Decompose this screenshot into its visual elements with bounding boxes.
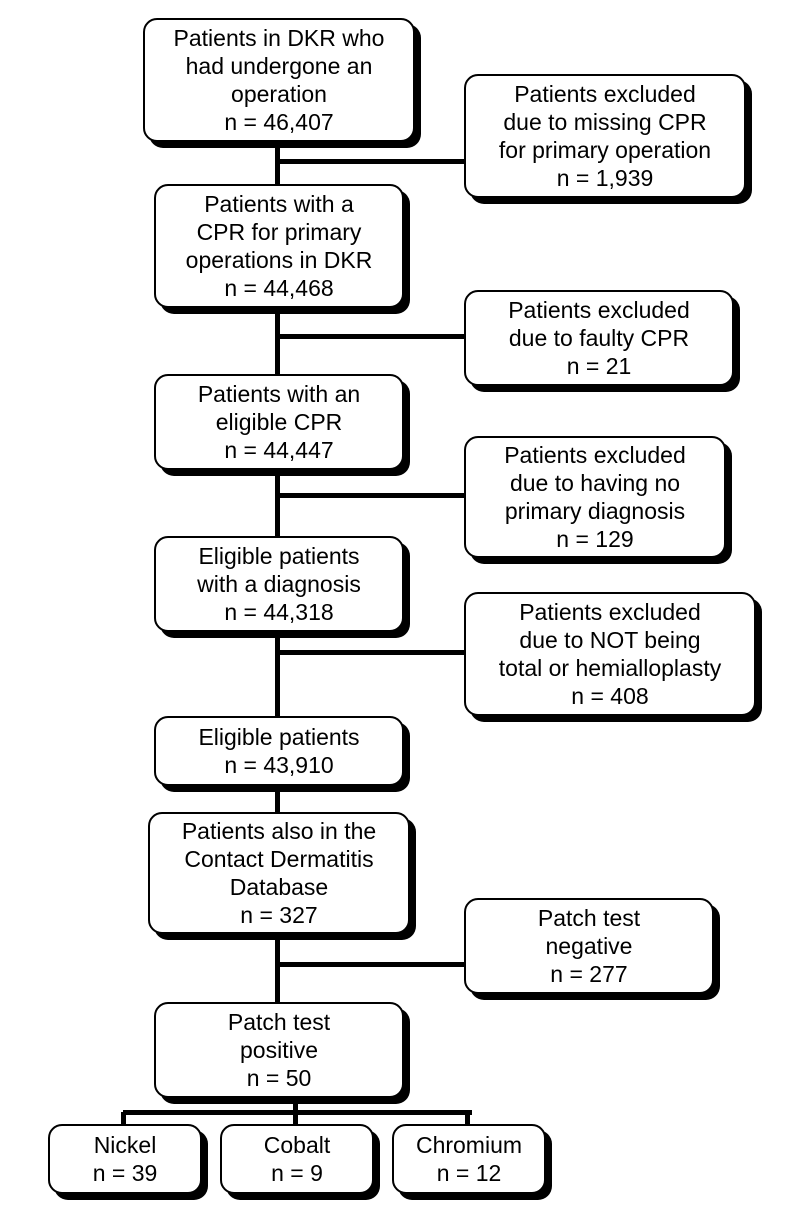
box-text-line: Patients in DKR who: [174, 24, 385, 52]
box-text-line: primary diagnosis: [505, 497, 685, 525]
connector-horizontal: [277, 650, 464, 655]
box-text-line: Eligible patients: [198, 542, 359, 570]
side-s3: Patients excludeddue to having noprimary…: [464, 436, 726, 558]
box-text-line: Eligible patients: [198, 723, 359, 751]
main-n3: Patients with aneligible CPRn = 44,447: [154, 374, 404, 470]
box-text-line: n = 50: [247, 1064, 312, 1092]
box-text-line: n = 44,447: [224, 436, 333, 464]
main-n5: Eligible patientsn = 43,910: [154, 716, 404, 786]
box-text-line: n = 44,468: [224, 274, 333, 302]
bottom-b1: Nickeln = 39: [48, 1124, 202, 1194]
side-s5: Patch testnegativen = 277: [464, 898, 714, 994]
main-n6: Patients also in theContact DermatitisDa…: [148, 812, 410, 934]
connector-horizontal: [277, 159, 464, 164]
box-text-line: Patients with a: [204, 190, 354, 218]
box-text-line: n = 44,318: [224, 598, 333, 626]
box-text-line: Chromium: [416, 1131, 522, 1159]
box-text-line: with a diagnosis: [197, 570, 361, 598]
connector-horizontal: [277, 962, 464, 967]
box-text-line: operations in DKR: [186, 246, 373, 274]
box-text-line: n = 408: [571, 682, 648, 710]
box-text-line: Cobalt: [264, 1131, 330, 1159]
side-s4: Patients excludeddue to NOT beingtotal o…: [464, 592, 756, 716]
main-n2: Patients with aCPR for primaryoperations…: [154, 184, 404, 308]
box-text-line: had undergone an: [186, 52, 373, 80]
box-text-line: Patch test: [228, 1008, 330, 1036]
box-text-line: total or hemialloplasty: [499, 654, 721, 682]
box-text-line: operation: [231, 80, 327, 108]
side-s1: Patients excludeddue to missing CPRfor p…: [464, 74, 746, 198]
box-text-line: n = 46,407: [224, 108, 333, 136]
box-text-line: due to faulty CPR: [509, 324, 689, 352]
box-text-line: Patients excluded: [514, 80, 696, 108]
side-s2: Patients excludeddue to faulty CPRn = 21: [464, 290, 734, 386]
box-text-line: Patients excluded: [508, 296, 690, 324]
box-text-line: n = 12: [437, 1159, 502, 1187]
main-n7: Patch testpositiven = 50: [154, 1002, 404, 1098]
box-text-line: Nickel: [94, 1131, 157, 1159]
box-text-line: due to missing CPR: [503, 108, 706, 136]
connector-horizontal: [277, 334, 464, 339]
bottom-b3: Chromiumn = 12: [392, 1124, 546, 1194]
box-text-line: n = 43,910: [224, 751, 333, 779]
box-text-line: due to NOT being: [519, 626, 700, 654]
box-text-line: Patch test: [538, 904, 640, 932]
main-n4: Eligible patientswith a diagnosisn = 44,…: [154, 536, 404, 632]
main-n1: Patients in DKR whohad undergone anopera…: [143, 18, 415, 142]
box-text-line: n = 327: [240, 901, 317, 929]
box-text-line: Contact Dermatitis: [184, 845, 373, 873]
connector-vertical: [275, 308, 280, 374]
box-text-line: positive: [240, 1036, 318, 1064]
connector-horizontal: [123, 1110, 472, 1115]
box-text-line: n = 277: [550, 960, 627, 988]
box-text-line: Patients with an: [198, 380, 360, 408]
box-text-line: negative: [546, 932, 633, 960]
connector-vertical: [275, 934, 280, 1002]
box-text-line: Patients also in the: [182, 817, 376, 845]
flowchart-canvas: Patients in DKR whohad undergone anopera…: [0, 0, 800, 1224]
box-text-line: n = 129: [556, 525, 633, 553]
box-text-line: n = 39: [93, 1159, 158, 1187]
box-text-line: n = 9: [271, 1159, 323, 1187]
box-text-line: Database: [230, 873, 328, 901]
box-text-line: due to having no: [510, 469, 680, 497]
box-text-line: Patients excluded: [519, 598, 701, 626]
bottom-b2: Cobaltn = 9: [220, 1124, 374, 1194]
box-text-line: CPR for primary: [197, 218, 362, 246]
box-text-line: n = 1,939: [557, 164, 654, 192]
connector-vertical: [275, 632, 280, 716]
box-text-line: eligible CPR: [216, 408, 343, 436]
box-text-line: n = 21: [567, 352, 632, 380]
box-text-line: Patients excluded: [504, 441, 686, 469]
connector-horizontal: [277, 493, 464, 498]
box-text-line: for primary operation: [499, 136, 711, 164]
connector-vertical: [275, 470, 280, 536]
